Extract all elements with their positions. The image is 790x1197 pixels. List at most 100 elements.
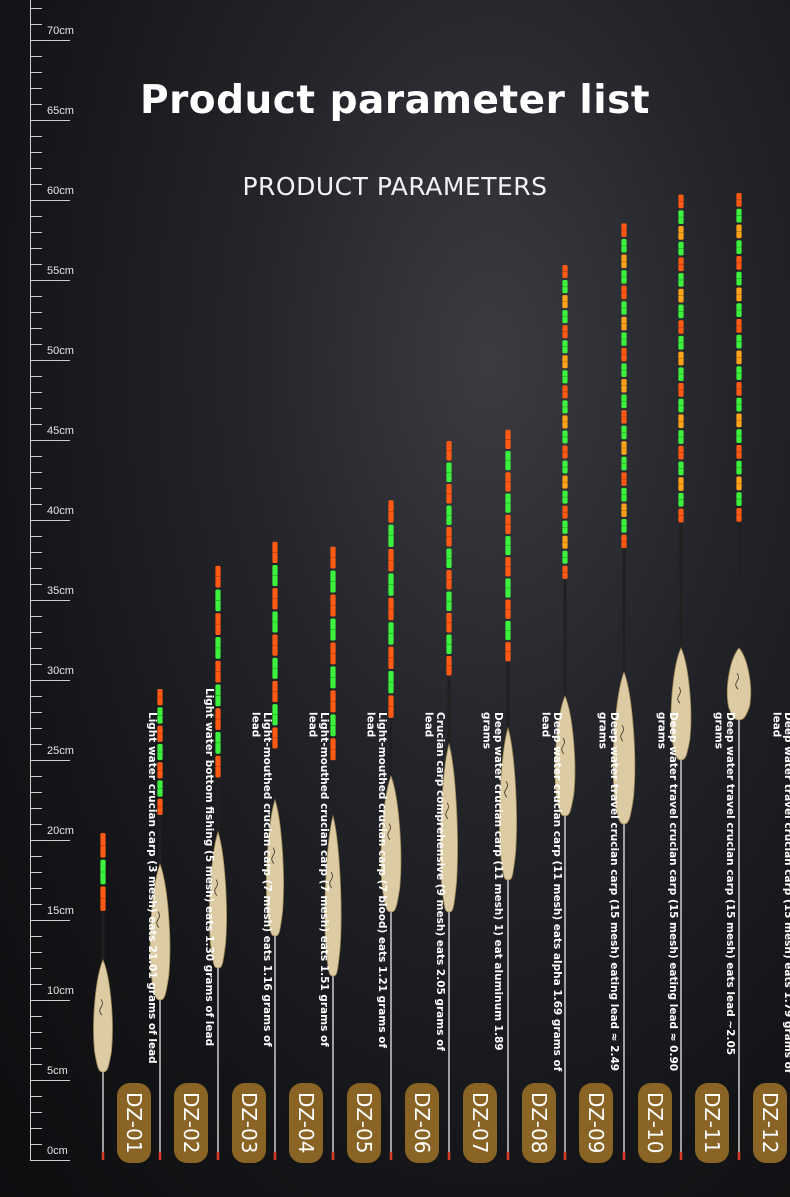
float-tip-segment: [215, 613, 221, 636]
ruler-tick: [30, 520, 70, 521]
float-tip-segment: [215, 708, 221, 730]
float-tip-segment: [621, 410, 627, 424]
float-tip-segment: [272, 727, 278, 749]
float-tip-segment: [678, 335, 684, 350]
float-tip-segment: [736, 381, 742, 396]
float-body-emblem: [156, 911, 160, 928]
ruler-tick: [30, 840, 70, 841]
float-tip-segment: [736, 460, 742, 475]
ruler-tick: [30, 248, 42, 249]
float-tip-segment: [215, 684, 221, 707]
ruler-tick: [30, 872, 42, 873]
ruler-tick: [30, 264, 42, 265]
ruler-tick: [30, 40, 70, 41]
float-tip-segment: [736, 303, 742, 317]
float-tip-segment: [272, 657, 278, 679]
float-tip-segment: [678, 398, 684, 413]
float-tip-segment: [736, 334, 742, 349]
ruler-label: 45cm: [47, 425, 74, 437]
float-tip-segment: [621, 519, 627, 533]
ruler-tick: [30, 1000, 70, 1001]
float-description: Deep water travel crucian carp (15 mesh)…: [596, 712, 621, 1072]
float-tip-segment: [736, 366, 742, 380]
float-tip-segment: [505, 578, 511, 598]
float-body: [149, 862, 171, 1001]
float-tip-segment: [562, 370, 568, 384]
float-tip-segment: [272, 564, 278, 587]
ruler-label: 5cm: [47, 1065, 68, 1077]
ruler-tick: [30, 504, 42, 505]
float-tip-segment: [505, 472, 511, 492]
float-body: [324, 814, 342, 977]
float-tip-segment: [388, 671, 394, 694]
float-description: Crucian carp comprehensive (9 mesh) eats…: [422, 712, 447, 1051]
ruler-tick: [30, 616, 42, 617]
float-tip-segment: [100, 886, 106, 911]
ruler-tick: [30, 632, 42, 633]
float-tip-segment: [157, 689, 163, 706]
float-tip-segment: [215, 589, 221, 612]
float-tip-segment: [678, 226, 684, 240]
float-tip-segment: [330, 594, 336, 617]
float-body: [380, 774, 402, 913]
ruler-tick: [30, 1128, 42, 1129]
ruler-tick: [30, 792, 42, 793]
ruler-tick: [30, 424, 42, 425]
float-tip-segment: [621, 238, 627, 253]
float-tip-segment: [562, 310, 568, 324]
float-tip-segment: [388, 549, 394, 572]
float-tip-segment: [330, 570, 336, 593]
float-tip-segment: [505, 429, 511, 450]
ruler-label: 20cm: [47, 825, 74, 837]
float-tip-segment: [736, 444, 742, 459]
float-tip-segment: [736, 240, 742, 254]
float-tip-segment: [736, 271, 742, 286]
float-tip-segment: [678, 477, 684, 491]
ruler-tick: [30, 712, 42, 713]
float-tip-segment: [678, 445, 684, 460]
float-tip-segment: [272, 634, 278, 656]
float-tip-segment: [562, 385, 568, 399]
ruler-tick: [30, 312, 42, 313]
float-description: Deep water travel crucian carp (15 mesh)…: [712, 712, 737, 1056]
float-tip-segment: [562, 445, 568, 459]
ruler-tick: [30, 856, 42, 857]
float-tip-segment: [157, 780, 163, 797]
float-tip-segment: [388, 573, 394, 596]
ruler-tick: [30, 440, 70, 441]
ruler-tick: [30, 376, 42, 377]
float-tip-segment: [621, 285, 627, 300]
float-tip-segment: [272, 541, 278, 563]
ruler-tick: [30, 360, 70, 361]
ruler-tick: [30, 760, 70, 761]
measurement-ruler: 0cm 5cm 10cm 15cm 20cm 25cm 30cm 35cm 40cm 45cm 50…: [0, 0, 100, 1197]
float-tip-segment: [505, 451, 511, 471]
ruler-tick: [30, 168, 42, 169]
ruler-label: 30cm: [47, 665, 74, 677]
float-tip-segment: [505, 493, 511, 513]
ruler-tick: [30, 8, 42, 9]
float-tip-segment: [330, 714, 336, 737]
ruler-tick: [30, 776, 42, 777]
ruler-tick: [30, 984, 42, 985]
float-tip-segment: [562, 355, 568, 369]
float-tip-segment: [157, 743, 163, 761]
float-tip-segment: [446, 441, 452, 461]
float-tip-segment: [562, 535, 568, 549]
float-tip-segment: [736, 208, 742, 223]
model-badge: DZ-05: [347, 1083, 381, 1163]
float-tip-segment: [505, 535, 511, 556]
float-body-emblem: [99, 998, 103, 1016]
float-tip-segment: [505, 599, 511, 619]
float-tip-segment: [562, 565, 568, 579]
float-body-emblem: [735, 672, 739, 690]
float-tip-segment: [736, 476, 742, 491]
float-tip-segment: [736, 413, 742, 428]
float-tip-segment: [562, 550, 568, 564]
ruler-tick: [30, 1016, 42, 1017]
float-tail-end: [679, 1152, 683, 1160]
float-tip-segment: [678, 461, 684, 476]
float-tip-segment: [100, 859, 106, 885]
float-description: Light water bottom fishing (5 mesh) eats…: [203, 688, 215, 1047]
ruler-tick: [30, 200, 70, 201]
